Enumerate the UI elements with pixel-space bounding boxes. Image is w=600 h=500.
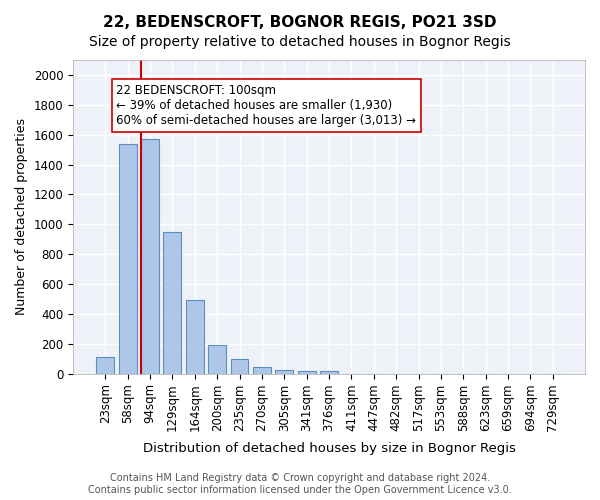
X-axis label: Distribution of detached houses by size in Bognor Regis: Distribution of detached houses by size …: [143, 442, 515, 455]
Bar: [119, 144, 137, 374]
Text: 22, BEDENSCROFT, BOGNOR REGIS, PO21 3SD: 22, BEDENSCROFT, BOGNOR REGIS, PO21 3SD: [103, 15, 497, 30]
Bar: [141, 139, 159, 374]
Bar: [186, 300, 204, 374]
Bar: [163, 232, 181, 374]
Bar: [208, 345, 226, 374]
Bar: [253, 367, 271, 374]
Bar: [230, 358, 248, 374]
Bar: [298, 372, 316, 374]
Text: 22 BEDENSCROFT: 100sqm
← 39% of detached houses are smaller (1,930)
60% of semi-: 22 BEDENSCROFT: 100sqm ← 39% of detached…: [116, 84, 416, 127]
Text: Size of property relative to detached houses in Bognor Regis: Size of property relative to detached ho…: [89, 35, 511, 49]
Bar: [96, 357, 114, 374]
Bar: [275, 370, 293, 374]
Text: Contains HM Land Registry data © Crown copyright and database right 2024.
Contai: Contains HM Land Registry data © Crown c…: [88, 474, 512, 495]
Bar: [320, 372, 338, 374]
Y-axis label: Number of detached properties: Number of detached properties: [15, 118, 28, 316]
